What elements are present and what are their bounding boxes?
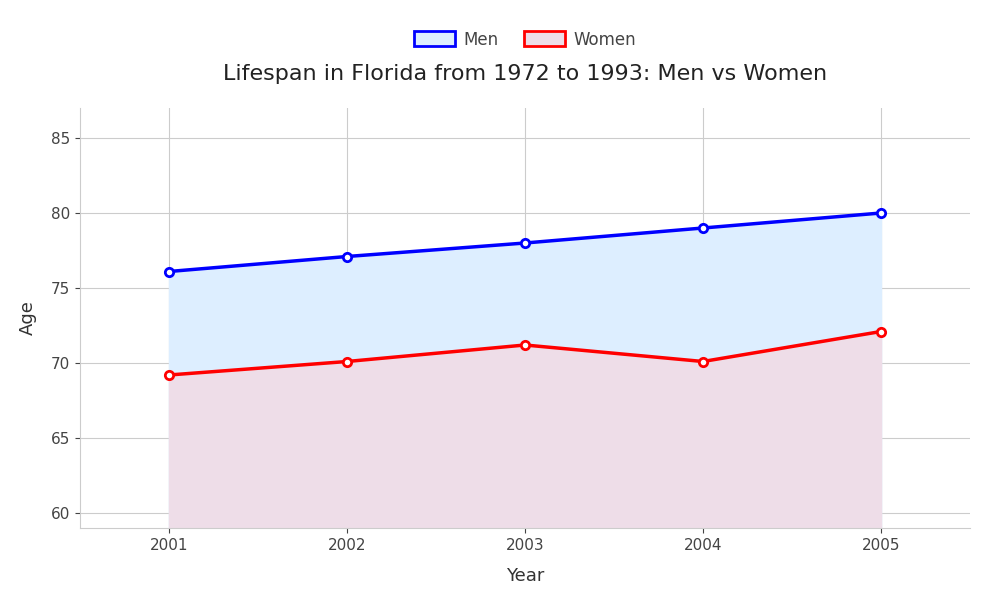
X-axis label: Year: Year bbox=[506, 566, 544, 584]
Y-axis label: Age: Age bbox=[19, 301, 37, 335]
Title: Lifespan in Florida from 1972 to 1993: Men vs Women: Lifespan in Florida from 1972 to 1993: M… bbox=[223, 64, 827, 84]
Legend: Men, Women: Men, Women bbox=[407, 24, 643, 55]
